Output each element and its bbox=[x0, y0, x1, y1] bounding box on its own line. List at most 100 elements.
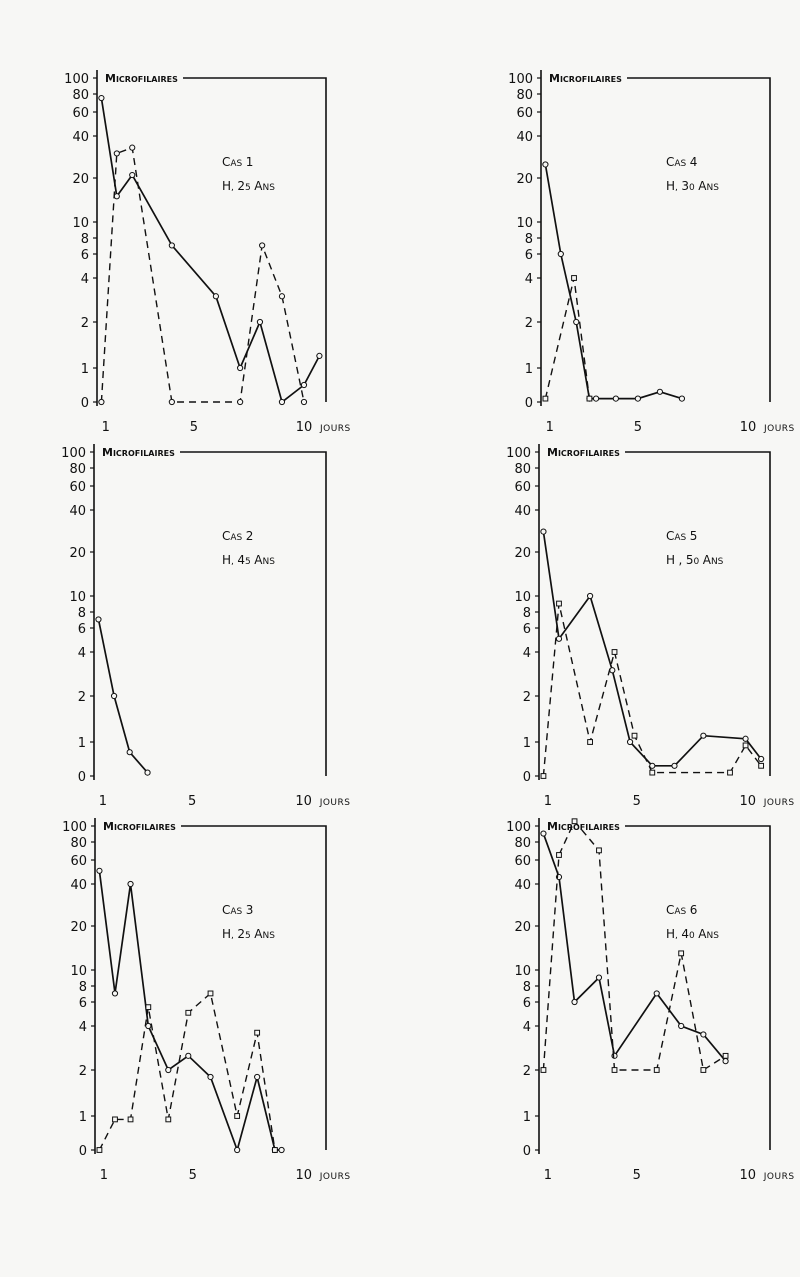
chart-cas-4-ytick-label: 60 bbox=[516, 106, 533, 121]
chart-cas-5-series-dashed-line bbox=[542, 603, 762, 777]
chart-cas-1-series-solid-point bbox=[300, 381, 308, 389]
chart-cas-3-series-dashed-line bbox=[98, 992, 276, 1151]
chart-cas-3-ytick-label: 6 bbox=[79, 996, 87, 1011]
chart-cas-4-series-solid-point bbox=[656, 388, 664, 395]
chart-cas-5-series-dashed-point bbox=[556, 600, 562, 607]
chart-cas-6-series-dashed-point bbox=[596, 847, 602, 854]
chart-cas-1-ytick-label: 100 bbox=[64, 72, 89, 87]
chart-cas-5-series-solid-point bbox=[586, 592, 594, 600]
chart-cas-1-series-solid-point bbox=[256, 318, 264, 326]
chart-cas-5-series-dashed-point bbox=[758, 762, 765, 769]
chart-cas-1-frame bbox=[96, 70, 327, 406]
chart-cas-1-case-label: CAS 1 bbox=[222, 155, 253, 169]
chart-cas-6-ytick-label: 60 bbox=[514, 854, 531, 869]
chart-cas-4-ytick-label: 20 bbox=[516, 172, 533, 187]
chart-cas-5-ytick-label: 10 bbox=[514, 590, 531, 605]
chart-cas-4-xtick-label: 10 bbox=[740, 420, 757, 435]
chart-cas-5-ytick-label: 6 bbox=[523, 622, 531, 637]
chart-cas-5-ytick-label: 60 bbox=[514, 480, 531, 495]
chart-cas-4-ytick-label: 8 bbox=[525, 232, 533, 247]
chart-cas-2-ytick-label: 40 bbox=[69, 504, 86, 519]
chart-cas-5-ytick-label: 2 bbox=[523, 690, 531, 705]
chart-cas-5-series-solid-point bbox=[609, 667, 616, 674]
chart-cas-5-case-label: CAS 5 bbox=[666, 529, 697, 543]
chart-cas-5-series-solid-line bbox=[542, 531, 762, 767]
chart-cas-6-series-dashed-point bbox=[611, 1067, 618, 1073]
chart-cas-6-series-dashed-point bbox=[540, 1067, 547, 1073]
chart-cas-3-xtick-label: 10 bbox=[296, 1168, 313, 1183]
chart-cas-2-frame bbox=[93, 444, 327, 780]
chart-cas-4-ytick-label: 40 bbox=[516, 130, 533, 145]
chart-cas-5-ytick-label: 4 bbox=[523, 646, 531, 661]
chart-cas-5-series-solid-point bbox=[626, 738, 634, 746]
chart-cas-2-x-unit-label: JOURS bbox=[319, 798, 351, 808]
chart-cas-5-series-solid-point bbox=[649, 762, 656, 769]
chart-cas-5-xtick-label: 5 bbox=[633, 794, 641, 809]
chart-cas-3-series-solid-point bbox=[127, 880, 134, 888]
chart-cas-3-ytick-label: 40 bbox=[70, 878, 87, 893]
chart-cas-4-ytick-label: 10 bbox=[516, 216, 533, 231]
chart-cas-5-xtick-label: 1 bbox=[544, 794, 552, 809]
chart-cas-5-ytick-label: 8 bbox=[523, 606, 531, 621]
chart-cas-2-series-solid-point bbox=[95, 616, 102, 623]
chart-cas-1-series-dashed-point bbox=[259, 242, 266, 249]
chart-cas-6-ytick-label: 1 bbox=[523, 1110, 531, 1125]
chart-cas-1-series-dashed-point bbox=[98, 398, 105, 406]
chart-cas-5-series-solid-point bbox=[671, 762, 678, 769]
chart-cas-5-ytick-label: 0 bbox=[523, 770, 531, 785]
chart-cas-1-ytick-label: 40 bbox=[72, 130, 89, 145]
chart-cas-4-ytick-label: 2 bbox=[525, 316, 533, 331]
chart-cas-5-ytick-label: 80 bbox=[514, 462, 531, 477]
chart-cas-1-series-solid-point bbox=[168, 242, 175, 249]
chart-cas-6-ytick-label: 40 bbox=[514, 878, 531, 893]
chart-cas-4-series-solid-point bbox=[678, 395, 686, 402]
chart-cas-4-series-solid-point bbox=[612, 395, 619, 402]
chart-cas-2-ytick-label: 2 bbox=[78, 690, 86, 705]
chart-cas-3-series-solid-point bbox=[185, 1052, 192, 1059]
chart-cas-5-series-solid-point bbox=[758, 755, 765, 763]
chart-cas-3-series-solid-point bbox=[145, 1022, 152, 1030]
chart-cas-3-series-dashed-point bbox=[96, 1147, 103, 1153]
chart-cas-1-x-unit-label: JOURS bbox=[319, 424, 351, 434]
chart-cas-5-series-dashed-point bbox=[631, 732, 638, 739]
chart-cas-6-series-solid-line bbox=[542, 833, 727, 1062]
chart-cas-3-subject-label: H, 25 ANS bbox=[222, 927, 275, 941]
chart-cas-3-series-solid-point bbox=[234, 1146, 241, 1154]
chart-cas-5-ytick-label: 1 bbox=[523, 736, 531, 751]
chart-cas-4-series-dashed-point bbox=[571, 275, 577, 281]
chart-cas-3-frame bbox=[94, 818, 327, 1154]
chart-cas-2-xtick-label: 10 bbox=[295, 794, 312, 809]
chart-cas-1-series-solid-point bbox=[237, 364, 244, 372]
chart-cas-3-case-label: CAS 3 bbox=[222, 903, 253, 917]
chart-cas-3-x-unit-label: JOURS bbox=[319, 1172, 351, 1182]
chart-cas-4-series-solid-point bbox=[557, 250, 564, 258]
chart-cas-2-series-solid-point bbox=[144, 769, 151, 776]
chart-cas-1-series-solid-point bbox=[129, 171, 136, 179]
chart-cas-6-ytick-label: 10 bbox=[514, 964, 531, 979]
chart-cas-5-series-solid-point bbox=[540, 528, 547, 535]
chart-cas-1-subject-label: H, 25 ANS bbox=[222, 179, 275, 193]
chart-cas-5-ytick-label: 100 bbox=[506, 446, 531, 461]
chart-cas-3-series-solid-point bbox=[111, 990, 119, 997]
chart-cas-1-ytick-label: 4 bbox=[81, 272, 89, 287]
chart-cas-1-series-dashed-point bbox=[113, 150, 120, 157]
chart-cas-4-series-solid-point bbox=[634, 395, 641, 402]
chart-cas-2-ytick-label: 80 bbox=[69, 462, 86, 477]
chart-cas-4-ytick-label: 6 bbox=[525, 248, 533, 263]
chart-cas-2-ytick-label: 0 bbox=[78, 770, 86, 785]
chart-cas-3-ytick-label: 10 bbox=[70, 964, 87, 979]
chart-cas-1-y-title: MICROFILAIRES bbox=[105, 72, 178, 85]
chart-cas-3-ytick-label: 1 bbox=[79, 1110, 87, 1125]
chart-cas-3-series-solid-point bbox=[207, 1073, 214, 1081]
chart-cas-5-frame bbox=[538, 444, 771, 780]
chart-cas-4-series-dashed-point bbox=[542, 395, 549, 402]
chart-cas-3-xtick-label: 5 bbox=[189, 1168, 197, 1183]
chart-cas-3-series-dashed-point bbox=[185, 1009, 192, 1016]
chart-cas-6-ytick-label: 20 bbox=[514, 920, 531, 935]
chart-cas-3-series-solid-point bbox=[165, 1066, 172, 1074]
chart-cas-5-series-solid-point bbox=[555, 635, 563, 642]
chart-cas-6-ytick-label: 100 bbox=[506, 820, 531, 835]
